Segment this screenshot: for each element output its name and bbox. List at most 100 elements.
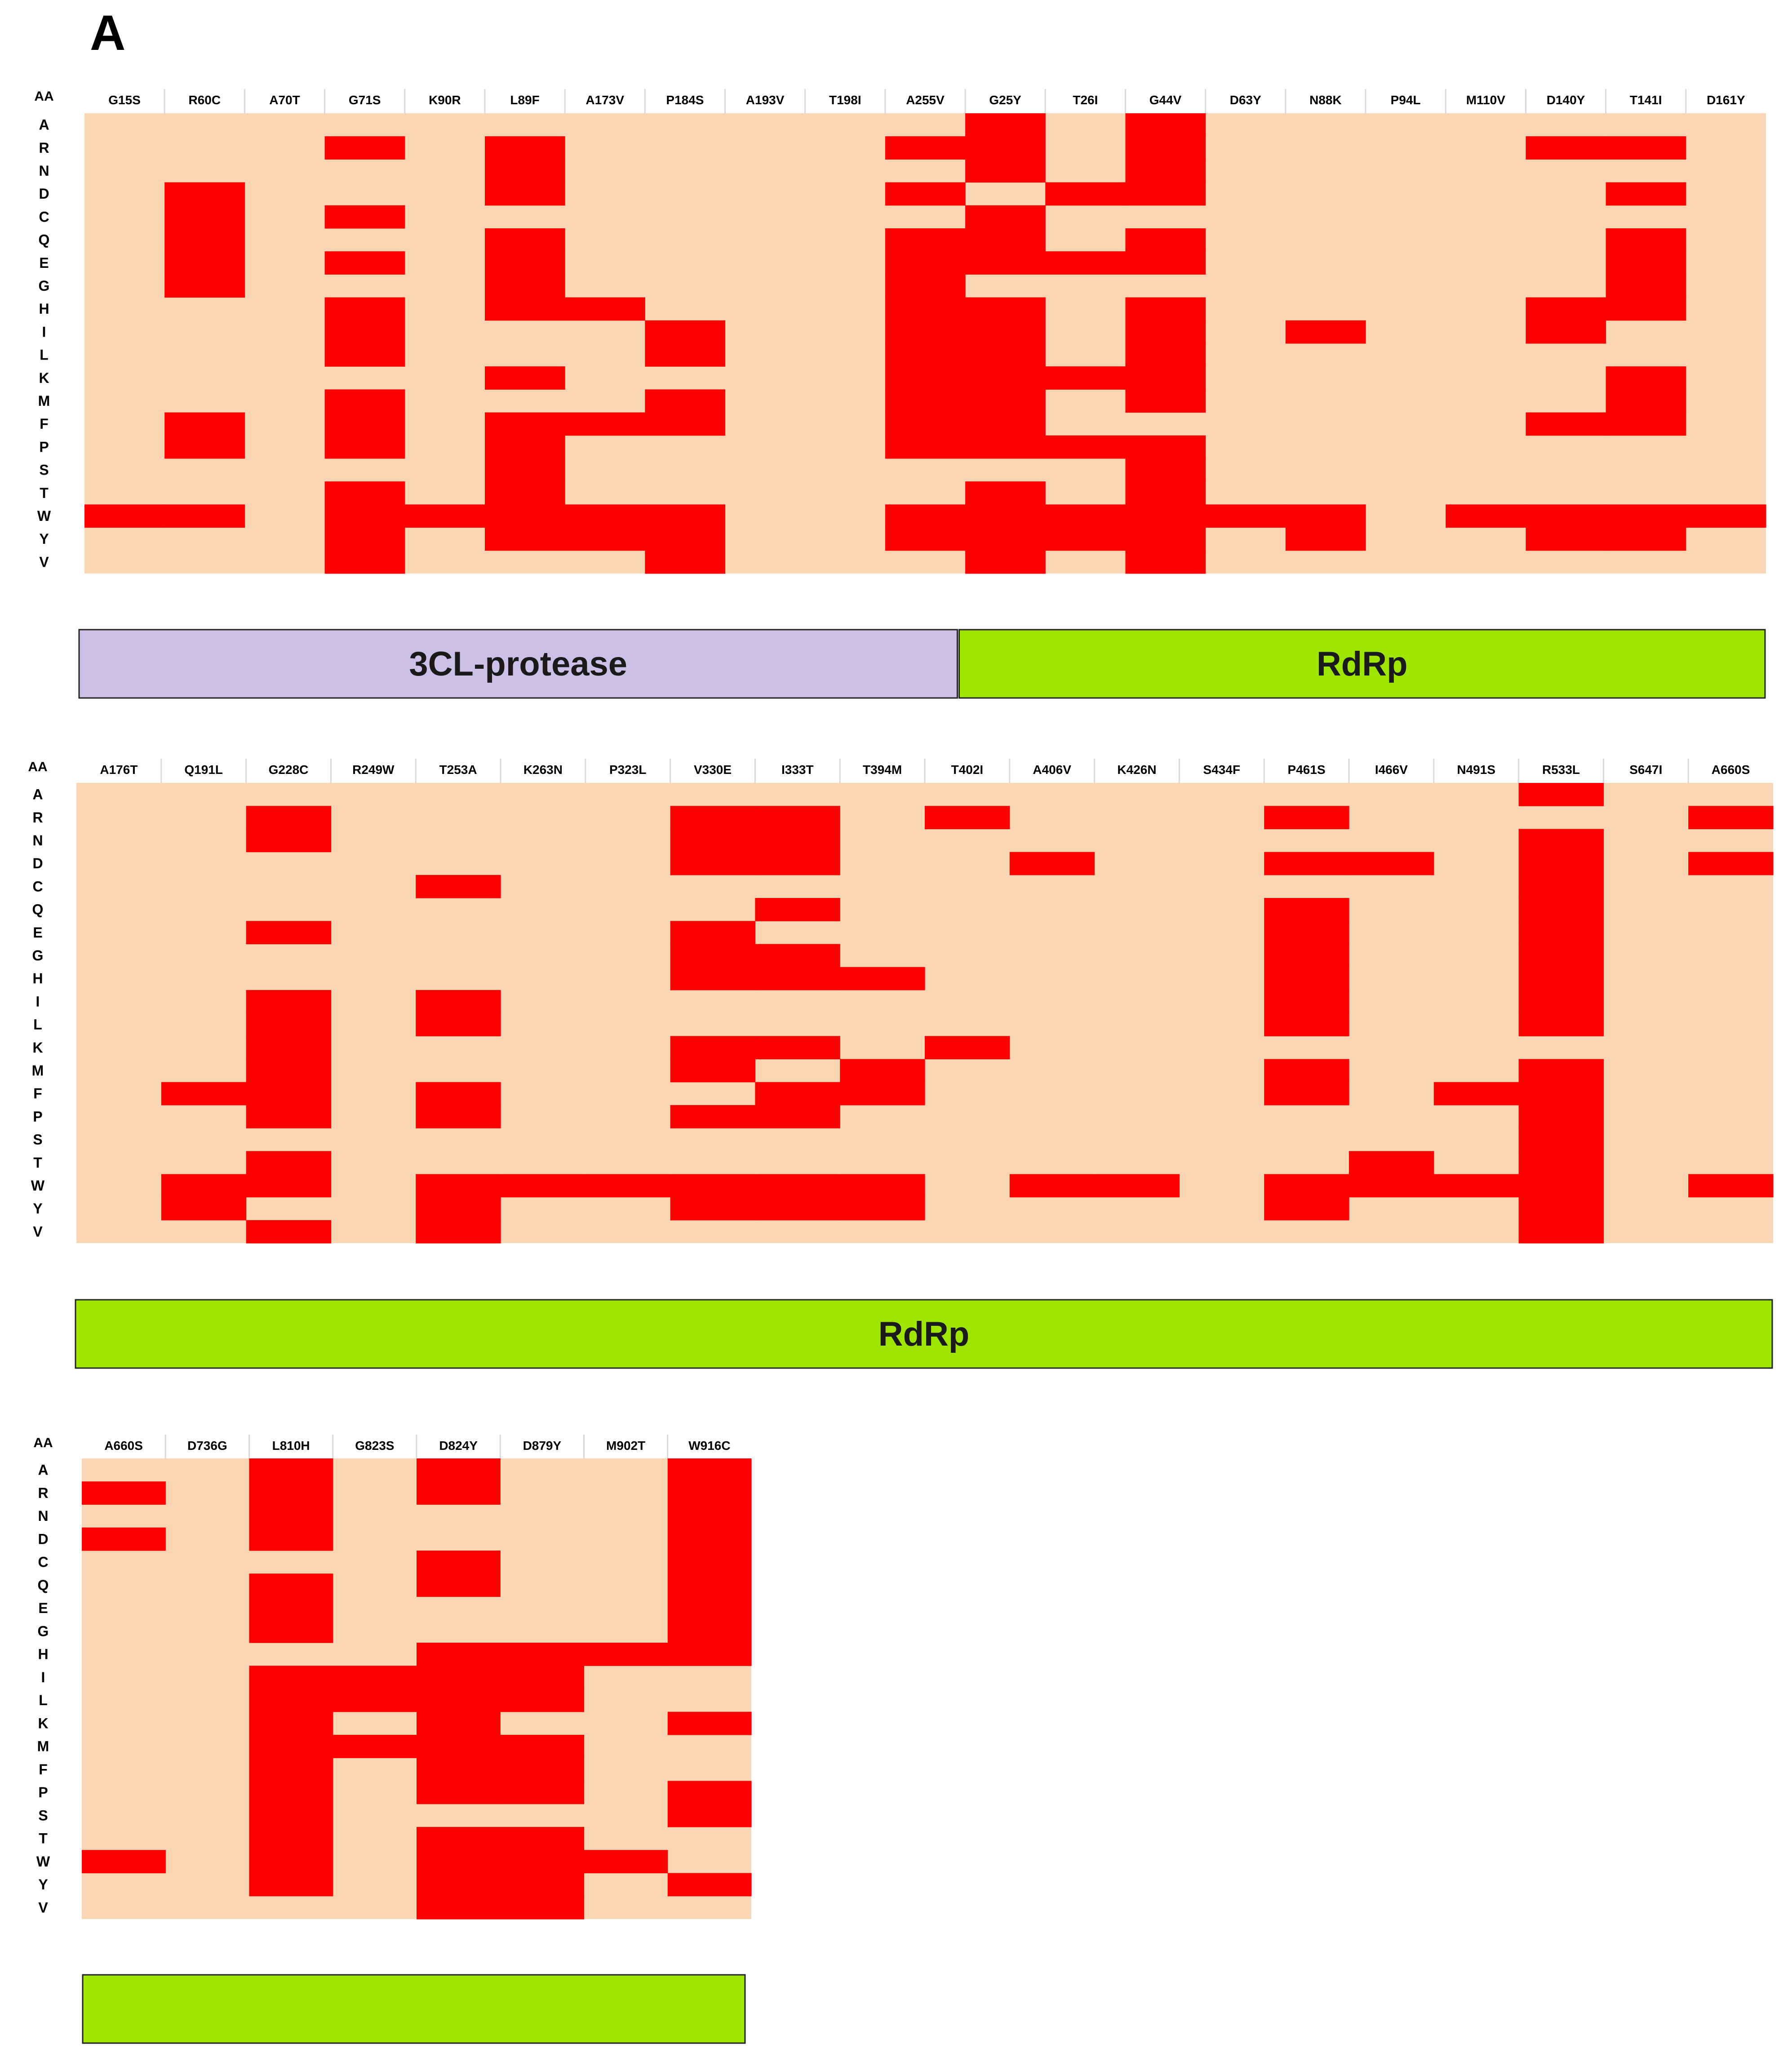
heatmap-cell	[246, 1105, 331, 1129]
column-label: T198I	[829, 93, 861, 107]
column-label: K90R	[429, 93, 461, 107]
row-label: V	[39, 554, 49, 570]
heatmap-cell	[324, 205, 405, 229]
heatmap-cell	[249, 1504, 333, 1528]
domain-label: RdRp	[1317, 645, 1408, 683]
heatmap-cell	[1606, 366, 1686, 390]
row-label: C	[39, 209, 49, 225]
row-label: K	[32, 1040, 43, 1056]
row-label: L	[39, 1692, 48, 1708]
row-label: W	[37, 508, 51, 524]
row-label: Q	[32, 902, 44, 918]
heatmap-cell	[246, 1174, 331, 1198]
heatmap-cell	[249, 1758, 333, 1782]
row-label: I	[36, 993, 40, 1009]
heatmap-cell	[333, 1666, 417, 1689]
heatmap-cell	[670, 944, 755, 968]
column-label: G71S	[349, 93, 381, 107]
heatmap-cell	[164, 412, 245, 436]
heatmap-cell	[1094, 1174, 1180, 1198]
column-label: A70T	[269, 93, 300, 107]
heatmap-cell	[417, 1896, 501, 1920]
heatmap-cell	[670, 1036, 755, 1059]
heatmap-cell	[484, 297, 565, 321]
heatmap-cell	[500, 1850, 585, 1874]
heatmap-cell	[333, 1689, 417, 1712]
row-label: E	[33, 924, 42, 941]
heatmap-cell	[965, 251, 1046, 275]
heatmap-cell	[1526, 320, 1606, 344]
heatmap-cell	[755, 1036, 840, 1059]
heatmap-cell	[164, 182, 245, 206]
heatmap-cell	[500, 1666, 585, 1689]
heatmap-cell	[1285, 320, 1366, 344]
heatmap-cell	[164, 504, 245, 528]
heatmap-cell	[324, 320, 405, 344]
heatmap-cell	[1125, 435, 1206, 459]
heatmap-cell	[885, 527, 966, 551]
row-label: M	[38, 393, 50, 409]
heatmap-cell	[1433, 1174, 1519, 1198]
heatmap-cell	[82, 1850, 166, 1874]
row-label: M	[32, 1062, 44, 1079]
heatmap-cell	[965, 159, 1046, 183]
heatmap-cell	[1518, 1059, 1604, 1083]
domain-bar	[78, 629, 958, 699]
heatmap-cell	[1518, 898, 1604, 921]
heatmap-cell	[1518, 852, 1604, 875]
row-label: Q	[38, 1577, 49, 1593]
heatmap-cell	[645, 504, 726, 528]
heatmap-cell	[416, 1174, 501, 1198]
heatmap-cell	[246, 1082, 331, 1106]
heatmap-cell	[885, 297, 966, 321]
heatmap-cell	[324, 136, 405, 160]
heatmap-cell	[667, 1711, 752, 1735]
heatmap-cell	[249, 1781, 333, 1804]
heatmap-cell	[324, 389, 405, 413]
heatmap-cell	[755, 1197, 840, 1221]
heatmap-cell	[670, 829, 755, 853]
heatmap-cell	[885, 274, 966, 298]
heatmap-cell	[333, 1735, 417, 1758]
row-label: H	[39, 301, 49, 317]
heatmap-cell	[249, 1481, 333, 1505]
heatmap-cell	[324, 251, 405, 275]
heatmap-cell	[249, 1873, 333, 1897]
heatmap-cell	[885, 412, 966, 436]
heatmap-cell	[246, 921, 331, 944]
heatmap-cell	[1205, 504, 1286, 528]
heatmap-cell	[1045, 504, 1126, 528]
heatmap-cell	[755, 829, 840, 853]
heatmap-cell	[484, 527, 565, 551]
heatmap-cell	[1125, 113, 1206, 137]
row-label: N	[39, 163, 49, 179]
row-label: H	[32, 970, 43, 987]
heatmap-cell	[500, 1735, 585, 1758]
column-label: G15S	[108, 93, 141, 107]
heatmap-cell	[1125, 182, 1206, 206]
heatmap-cell	[246, 806, 331, 829]
heatmap-cell	[1045, 527, 1126, 551]
heatmap-cell	[670, 967, 755, 991]
heatmap-cell	[484, 228, 565, 252]
column-label: L89F	[510, 93, 539, 107]
heatmap-cell	[840, 1197, 925, 1221]
row-label: L	[33, 1017, 42, 1033]
heatmap-cell	[1518, 944, 1604, 968]
heatmap-cell	[1606, 182, 1686, 206]
heatmap-cell	[965, 527, 1046, 551]
heatmap-cell	[249, 1804, 333, 1827]
heatmap-cell	[1125, 228, 1206, 252]
heatmap-cell	[1045, 366, 1126, 390]
row-label: N	[32, 832, 43, 849]
heatmap-cell	[84, 504, 165, 528]
heatmap-cell	[1264, 921, 1349, 944]
row-label: Y	[39, 531, 49, 547]
heatmap-cell	[755, 967, 840, 991]
heatmap-cell	[416, 1105, 501, 1129]
heatmap-cell	[500, 1758, 585, 1782]
heatmap-cell	[965, 481, 1046, 505]
row-label: F	[33, 1085, 42, 1102]
heatmap-cell	[1518, 1013, 1604, 1036]
heatmap-cell	[249, 1619, 333, 1643]
